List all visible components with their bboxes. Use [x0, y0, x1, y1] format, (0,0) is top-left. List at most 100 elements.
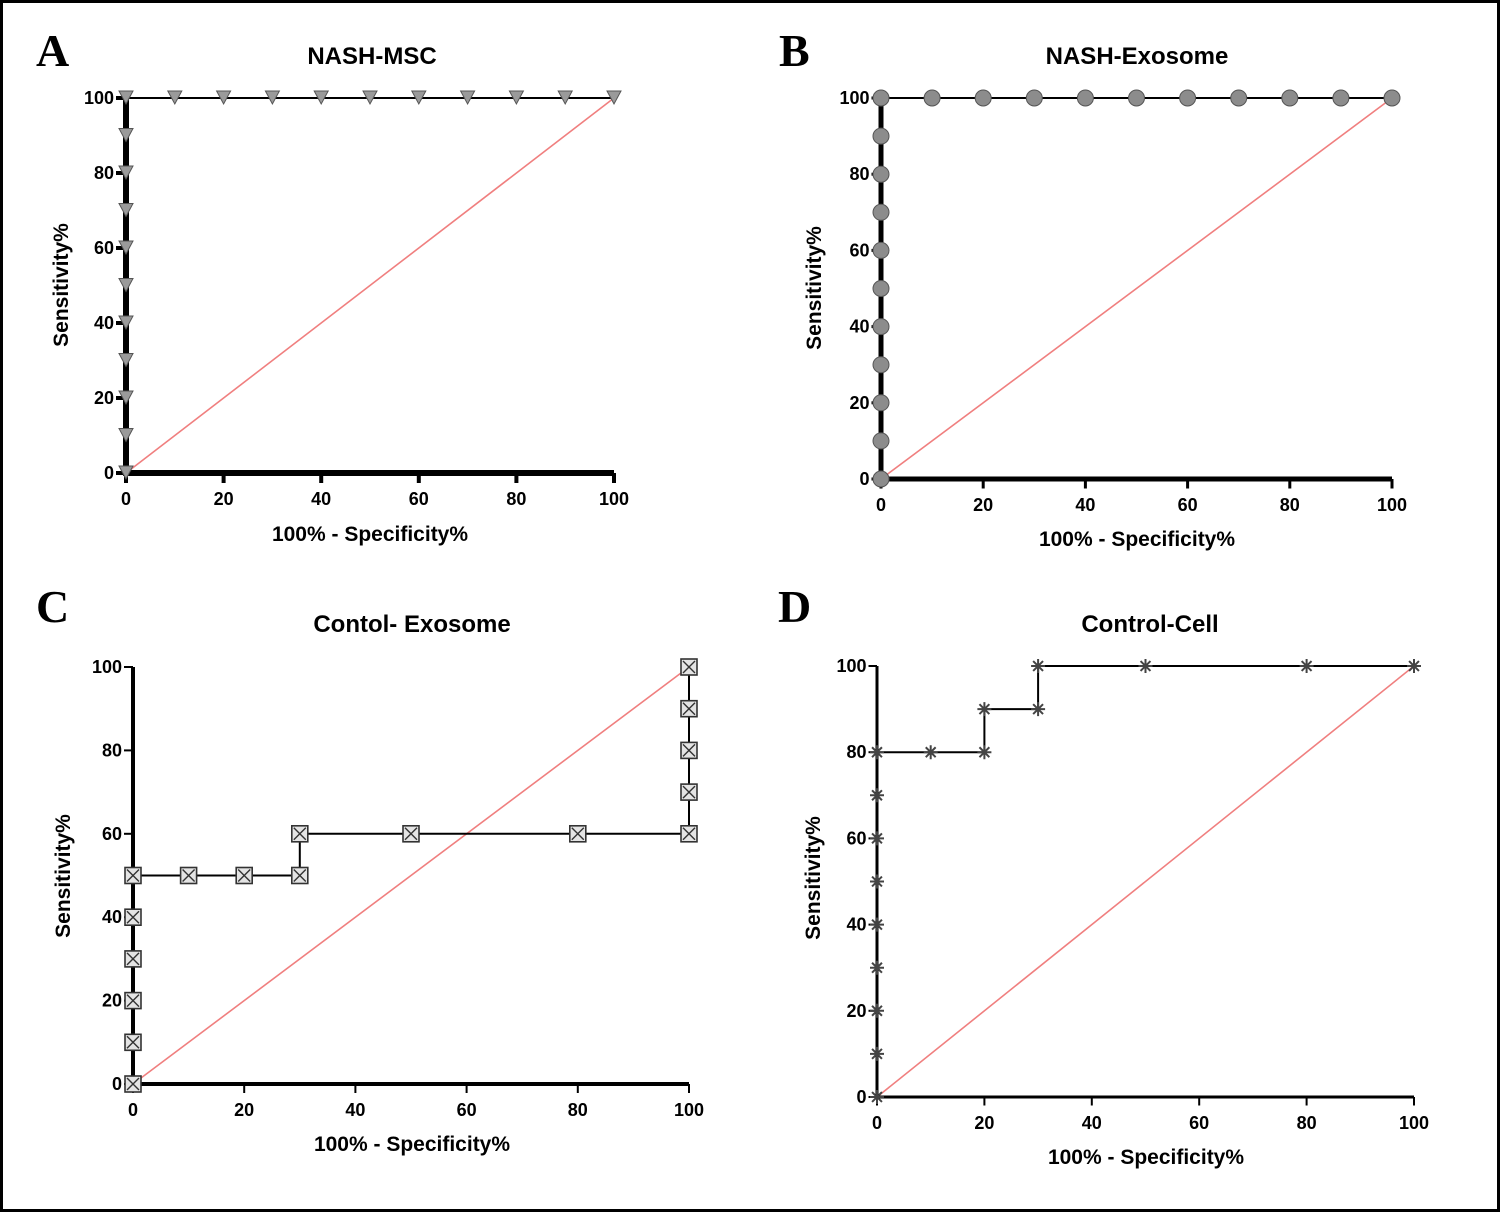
- circle-marker: [872, 241, 890, 259]
- roc-point: [1383, 89, 1401, 107]
- roc-point: [870, 960, 884, 975]
- x-axis-label: 100% - Specificity%: [272, 523, 468, 546]
- asterisk-marker: [870, 788, 884, 803]
- roc-point: [680, 658, 698, 676]
- circle-marker: [872, 394, 890, 412]
- roc-point: [870, 1090, 884, 1104]
- triangle-down-marker: [264, 90, 281, 106]
- roc-point: [870, 831, 884, 846]
- y-tick-label: 20: [102, 991, 122, 1011]
- x-tick-label: 20: [974, 1113, 994, 1133]
- triangle-down-marker: [215, 90, 232, 106]
- roc-point: [1332, 89, 1350, 107]
- x-tick-label: 40: [1082, 1113, 1102, 1133]
- triangle-down-marker: [118, 240, 134, 256]
- square-x-cross: [682, 785, 696, 799]
- circle-marker: [872, 165, 890, 183]
- roc-point: [870, 917, 884, 932]
- x-tick-label: 20: [214, 489, 234, 509]
- square-x-cross: [682, 660, 696, 674]
- square-x-cross: [293, 869, 307, 882]
- asterisk-marker: [1031, 659, 1046, 673]
- y-tick-label: 100: [92, 657, 122, 677]
- plot-area: 0 20 40 60 80 100 0 20 40 60 80 100: [84, 88, 629, 509]
- circle-marker: [1332, 89, 1350, 107]
- roc-point: [1299, 659, 1314, 673]
- panel-letter: A: [36, 25, 69, 76]
- asterisk-marker: [870, 874, 884, 889]
- roc-point: [872, 470, 890, 488]
- square-x-cross: [182, 869, 196, 882]
- y-tick-label: 60: [849, 240, 869, 260]
- y-axis-label: Sensitivity%: [50, 223, 73, 347]
- roc-point: [124, 866, 142, 885]
- reference-diagonal-line: [125, 97, 615, 474]
- roc-point: [124, 908, 142, 927]
- x-axis-label: 100% - Specificity%: [1039, 528, 1235, 551]
- square-x-cross: [293, 827, 307, 841]
- square-x-cross: [237, 869, 251, 882]
- triangle-down-marker: [508, 90, 525, 106]
- asterisk-marker: [870, 960, 884, 975]
- square-x-cross: [404, 827, 418, 841]
- panel-letter: C: [36, 581, 69, 632]
- roc-point: [1407, 659, 1421, 673]
- x-tick-label: 0: [121, 489, 131, 509]
- circle-marker: [872, 470, 890, 488]
- x-tick-label: 100: [1377, 495, 1407, 515]
- y-axis-label: Sensitivity%: [803, 226, 826, 350]
- panel-c: C Contol- Exosome 100% - Specificity% Se…: [36, 581, 704, 1156]
- roc-point: [977, 745, 992, 760]
- x-tick-label: 20: [234, 1100, 254, 1120]
- triangle-down-marker: [118, 390, 134, 406]
- y-tick-label: 20: [94, 388, 114, 408]
- roc-point: [1230, 89, 1248, 107]
- square-x-cross: [126, 910, 140, 924]
- triangle-down-marker: [459, 90, 476, 106]
- roc-point: [606, 90, 622, 106]
- triangle-down-marker: [118, 165, 134, 181]
- square-x-cross: [682, 827, 696, 841]
- roc-point: [680, 699, 698, 718]
- circle-marker: [1230, 89, 1248, 107]
- roc-point: [870, 1046, 884, 1061]
- asterisk-marker: [870, 745, 884, 760]
- roc-point: [1128, 89, 1145, 107]
- circle-marker: [872, 432, 890, 450]
- x-tick-label: 80: [506, 489, 526, 509]
- y-tick-label: 80: [849, 164, 869, 184]
- roc-point: [872, 203, 890, 221]
- roc-point: [872, 356, 890, 374]
- y-tick-label: 100: [836, 656, 866, 676]
- roc-point: [179, 866, 198, 885]
- triangle-down-marker: [118, 128, 134, 143]
- roc-point: [118, 278, 134, 293]
- x-tick-label: 100: [1399, 1113, 1429, 1133]
- y-axis-label: Sensitivity%: [52, 814, 75, 938]
- roc-point: [235, 866, 253, 885]
- roc-point: [118, 390, 134, 406]
- plot-area: 0 20 40 60 80 100 0 20 40 60 80 100: [836, 656, 1429, 1133]
- triangle-down-marker: [118, 428, 134, 443]
- reference-diagonal-line: [132, 666, 690, 1085]
- roc-point: [1138, 659, 1153, 673]
- x-axis-label: 100% - Specificity%: [1048, 1146, 1244, 1169]
- circle-marker: [872, 203, 890, 221]
- roc-point: [923, 745, 938, 760]
- roc-point: [1031, 659, 1046, 673]
- triangle-down-marker: [313, 90, 330, 106]
- asterisk-marker: [1138, 659, 1153, 673]
- x-tick-label: 60: [1189, 1113, 1209, 1133]
- panel-a: A NASH-MSC 100% - Specificity% Sensitivi…: [36, 25, 629, 546]
- roc-point: [872, 127, 890, 145]
- roc-point: [872, 394, 890, 412]
- y-tick-label: 40: [846, 915, 866, 935]
- y-axis-label: Sensitivity%: [802, 816, 825, 940]
- x-tick-label: 0: [128, 1100, 138, 1120]
- roc-point: [118, 203, 134, 218]
- roc-point: [402, 824, 420, 843]
- roc-point: [166, 90, 183, 106]
- reference-diagonal-line: [876, 665, 1415, 1098]
